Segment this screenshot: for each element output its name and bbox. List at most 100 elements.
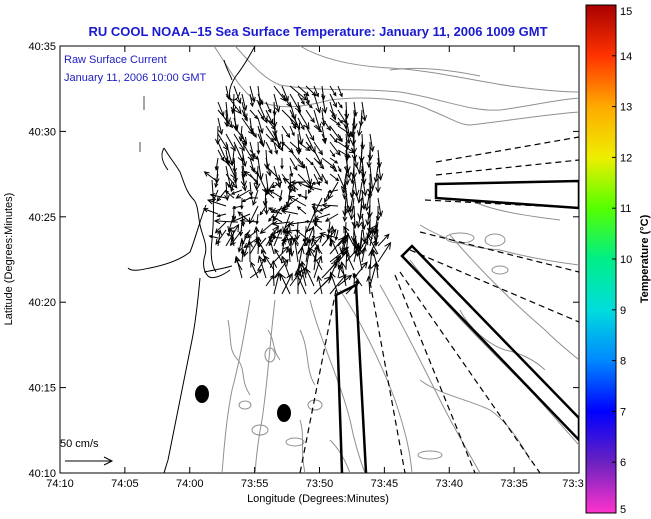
current-vector (289, 157, 298, 171)
current-vector (297, 93, 305, 106)
current-vector (289, 141, 302, 152)
current-vector (313, 255, 323, 279)
x-tick-label: 73:45 (371, 478, 399, 490)
current-vector (297, 194, 307, 199)
current-vector (349, 165, 356, 185)
current-vector (279, 273, 291, 295)
current-vector (375, 173, 381, 194)
current-vector (248, 196, 259, 200)
current-vector (352, 173, 360, 198)
current-vector (224, 109, 230, 128)
x-tick-label: 73:55 (241, 478, 269, 490)
current-vector (280, 157, 284, 170)
current-vector (224, 190, 235, 199)
current-vector (364, 189, 371, 212)
current-vector (311, 181, 323, 185)
current-vector (360, 165, 367, 185)
current-vector (369, 261, 379, 287)
colorbar-tick-label: 14 (620, 51, 632, 63)
current-vector (337, 165, 342, 173)
current-vector (259, 221, 275, 235)
current-vector (233, 133, 245, 152)
current-vector (329, 157, 339, 164)
current-vector (305, 267, 315, 287)
current-vector (238, 125, 244, 142)
current-vector (313, 141, 324, 156)
current-vector (281, 272, 293, 295)
current-vector (313, 165, 323, 182)
current-vector (330, 238, 339, 255)
current-vector (289, 117, 297, 130)
current-vector (311, 203, 323, 207)
current-vector (376, 149, 382, 169)
current-vector (369, 133, 375, 153)
current-vector (361, 173, 368, 197)
current-vector (273, 246, 290, 263)
current-vector (227, 213, 235, 233)
current-vector (206, 198, 227, 207)
current-vector (353, 278, 360, 295)
current-vector (342, 205, 348, 223)
current-vector (329, 273, 347, 295)
current-vector (339, 229, 347, 255)
current-vector (289, 149, 305, 169)
current-vector (265, 109, 274, 125)
current-vector (367, 264, 372, 279)
current-vector (354, 244, 363, 271)
current-vector (268, 237, 275, 255)
map-title: RU COOL NOAA–15 Sea Surface Temperature:… (88, 24, 547, 39)
current-vector (240, 248, 245, 263)
current-vector (329, 101, 337, 121)
current-vector (263, 188, 275, 199)
current-vector (280, 209, 299, 215)
current-vector (329, 165, 338, 173)
current-vector (249, 205, 259, 225)
current-vector (269, 260, 278, 287)
x-tick-label: 73:50 (306, 478, 334, 490)
current-vector (313, 275, 332, 295)
current-vector (327, 181, 339, 200)
current-vector (375, 205, 381, 222)
current-vector (337, 85, 343, 98)
x-tick-label: 73:3 (562, 478, 583, 490)
current-vector (228, 227, 235, 247)
current-vector (313, 222, 323, 231)
current-vector (202, 207, 219, 215)
map-plot-area (127, 46, 579, 473)
current-vector (249, 125, 257, 139)
current-vector (263, 197, 269, 216)
current-vector (337, 149, 352, 158)
current-vector (253, 165, 261, 191)
current-vector (215, 229, 227, 245)
current-vector (289, 109, 301, 130)
current-vector (321, 173, 328, 185)
current-vector (272, 229, 277, 240)
current-vector (265, 157, 272, 177)
scale-arrow (65, 456, 114, 466)
current-vector (361, 224, 378, 247)
current-vector (295, 229, 307, 239)
current-vector (351, 205, 359, 230)
current-vector (281, 239, 286, 255)
x-tick-label: 73:35 (500, 478, 528, 490)
current-vector (305, 93, 310, 105)
station-marker-1 (195, 385, 209, 403)
current-vector (339, 261, 347, 287)
colorbar-tick-label: 5 (620, 504, 626, 516)
current-vector (329, 141, 341, 156)
current-vector (337, 117, 344, 124)
current-vector (348, 197, 356, 221)
current-vector (334, 229, 339, 242)
colorbar-tick-label: 11 (620, 203, 631, 215)
current-vector (226, 233, 235, 239)
current-vector (329, 149, 336, 158)
colorbar-ticks: 5 6 7 8 9 10 11 12 13 14 15 (612, 4, 632, 516)
current-vector (249, 109, 259, 120)
current-vector (217, 117, 224, 136)
current-vector (213, 218, 235, 225)
current-vector (226, 184, 235, 191)
current-vector (225, 173, 238, 189)
current-vector (329, 85, 337, 97)
current-vector (329, 117, 341, 126)
current-vector (216, 213, 227, 218)
